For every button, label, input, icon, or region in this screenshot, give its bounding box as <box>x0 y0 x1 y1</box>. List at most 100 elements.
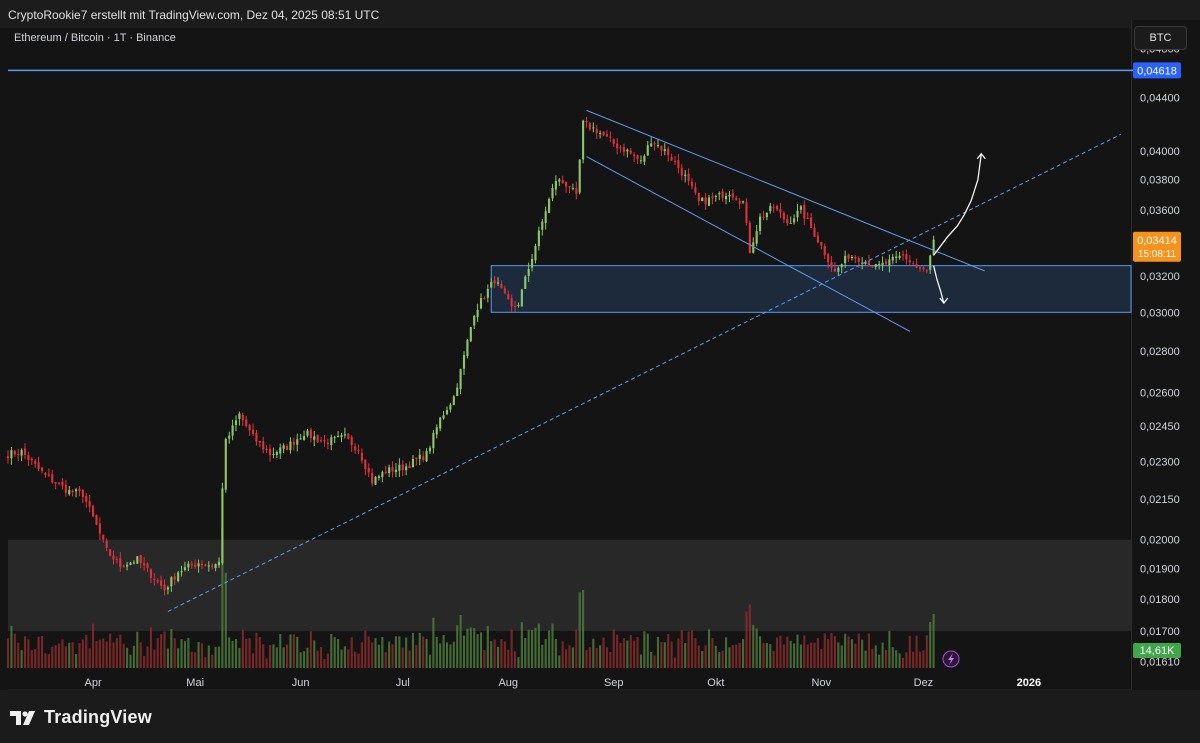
candle[interactable] <box>381 470 384 482</box>
candle[interactable] <box>629 148 632 155</box>
candle[interactable] <box>565 181 568 193</box>
candle[interactable] <box>143 557 146 571</box>
candle[interactable] <box>469 326 472 343</box>
candle[interactable] <box>796 204 799 222</box>
candle[interactable] <box>912 261 915 265</box>
candle[interactable] <box>925 268 928 274</box>
candle[interactable] <box>840 263 843 274</box>
candle[interactable] <box>799 205 802 214</box>
candle[interactable] <box>234 415 238 432</box>
candle[interactable] <box>245 415 248 428</box>
candle[interactable] <box>595 124 598 140</box>
candle[interactable] <box>204 563 207 567</box>
candle[interactable] <box>272 447 275 459</box>
candle[interactable] <box>527 262 530 282</box>
candle[interactable] <box>10 446 13 465</box>
candle[interactable] <box>558 178 561 186</box>
candle[interactable] <box>211 563 214 570</box>
candle[interactable] <box>231 419 234 441</box>
candle[interactable] <box>571 183 574 191</box>
price-chart[interactable]: 0,048000,044000,040000,038000,036000,032… <box>0 0 1200 690</box>
candle[interactable] <box>769 202 772 214</box>
candle[interactable] <box>316 434 319 444</box>
candle[interactable] <box>40 466 44 474</box>
candle[interactable] <box>496 277 500 287</box>
candle[interactable] <box>44 472 47 478</box>
candle[interactable] <box>262 436 265 454</box>
candle[interactable] <box>81 489 84 504</box>
candle[interactable] <box>102 534 105 543</box>
candle[interactable] <box>517 302 520 308</box>
candle[interactable] <box>704 192 707 210</box>
candle[interactable] <box>398 458 401 477</box>
candle[interactable] <box>251 423 255 437</box>
candle[interactable] <box>524 275 527 289</box>
candle[interactable] <box>667 146 670 162</box>
bullish-scenario-arrow[interactable] <box>933 153 982 256</box>
candle[interactable] <box>653 141 656 151</box>
candle[interactable] <box>901 250 905 261</box>
candle[interactable] <box>854 255 857 263</box>
candle[interactable] <box>765 212 768 221</box>
tradingview-logo[interactable]: TradingView <box>10 707 152 728</box>
candle[interactable] <box>915 258 918 269</box>
candle[interactable] <box>374 476 377 485</box>
candle[interactable] <box>884 258 888 266</box>
candle[interactable] <box>568 185 571 194</box>
candle[interactable] <box>551 183 554 202</box>
candle[interactable] <box>197 559 200 573</box>
candle[interactable] <box>411 455 415 468</box>
candle[interactable] <box>680 164 683 181</box>
candle[interactable] <box>109 549 112 557</box>
candle[interactable] <box>656 139 660 148</box>
candle[interactable] <box>415 457 418 466</box>
candle[interactable] <box>721 188 724 202</box>
candle[interactable] <box>354 443 357 454</box>
candle[interactable] <box>479 293 483 310</box>
candle[interactable] <box>418 449 421 466</box>
candle[interactable] <box>803 200 806 225</box>
candle[interactable] <box>442 410 445 420</box>
candle[interactable] <box>136 555 139 564</box>
candle[interactable] <box>285 444 289 451</box>
candle[interactable] <box>789 216 792 224</box>
candle[interactable] <box>296 433 299 452</box>
candle[interactable] <box>456 383 459 397</box>
candle[interactable] <box>309 427 312 443</box>
candle[interactable] <box>333 435 336 444</box>
candle[interactable] <box>71 489 74 497</box>
candle[interactable] <box>445 406 449 416</box>
candle[interactable] <box>513 300 517 313</box>
candle[interactable] <box>462 351 466 376</box>
candle[interactable] <box>187 561 190 572</box>
candle[interactable] <box>347 433 350 440</box>
candle[interactable] <box>605 129 608 138</box>
candle[interactable] <box>156 578 159 584</box>
candle[interactable] <box>126 561 129 571</box>
candle[interactable] <box>146 562 149 573</box>
candle[interactable] <box>408 461 411 469</box>
candle[interactable] <box>326 438 329 450</box>
candle[interactable] <box>908 255 911 266</box>
candle[interactable] <box>360 448 363 464</box>
candle[interactable] <box>673 156 677 165</box>
candle[interactable] <box>163 579 166 596</box>
channel-lower-line[interactable] <box>586 156 911 332</box>
candle[interactable] <box>306 428 309 438</box>
candle[interactable] <box>473 314 476 329</box>
candle[interactable] <box>520 288 523 307</box>
candle[interactable] <box>823 243 826 260</box>
candle[interactable] <box>510 294 513 312</box>
candle[interactable] <box>588 122 591 131</box>
candle[interactable] <box>384 465 387 475</box>
candle[interactable] <box>258 440 261 448</box>
candle[interactable] <box>85 493 88 508</box>
candle[interactable] <box>827 252 830 269</box>
candle[interactable] <box>425 448 428 462</box>
candle[interactable] <box>37 456 40 472</box>
candle[interactable] <box>752 237 755 254</box>
candle[interactable] <box>578 159 581 195</box>
candle[interactable] <box>177 570 180 583</box>
candle[interactable] <box>918 265 922 272</box>
candle[interactable] <box>68 485 71 496</box>
